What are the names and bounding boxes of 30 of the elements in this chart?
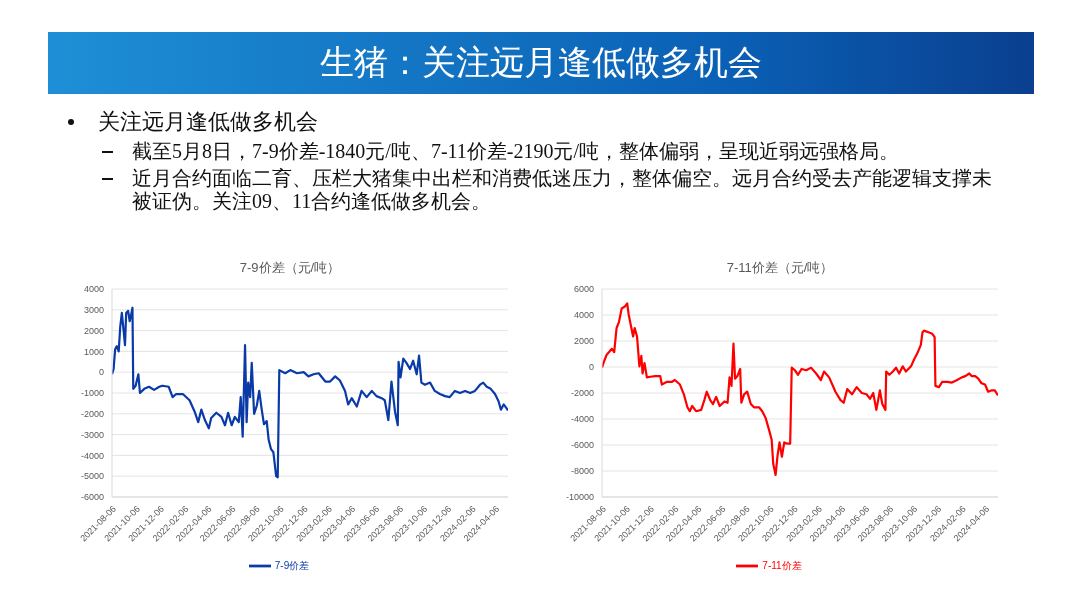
- y-tick-label: -5000: [80, 471, 104, 482]
- line-series: [112, 306, 508, 479]
- chart-title: 7-11价差（元/吨）: [725, 259, 835, 277]
- y-tick-label: -8000: [570, 466, 594, 477]
- text: 生猪：关注远月逢低做多机会: [320, 42, 762, 83]
- y-tick-label: -10000: [565, 492, 594, 503]
- y-tick-label: -6000: [80, 492, 104, 503]
- y-tick-label: 0: [98, 367, 104, 378]
- y-tick-label: 3000: [83, 304, 104, 315]
- y-tick-label: 4000: [573, 310, 594, 321]
- legend-label: 7-11价差: [762, 559, 802, 571]
- chart-title: 7-9价差（元/吨）: [238, 259, 342, 277]
- y-tick-label: 2000: [83, 325, 104, 336]
- legend-label: 7-9价差: [274, 559, 310, 571]
- text: 关注远月逢低做多机会: [98, 108, 318, 136]
- y-tick-label: -2000: [570, 388, 594, 399]
- y-tick-label: 4000: [83, 284, 104, 295]
- line-series: [602, 302, 998, 476]
- y-tick-label: -3000: [80, 429, 104, 440]
- y-tick-label: -4000: [570, 414, 594, 425]
- y-tick-label: 1000: [83, 346, 104, 357]
- y-tick-label: 0: [588, 362, 594, 373]
- y-tick-label: 6000: [573, 284, 594, 295]
- y-tick-label: -1000: [80, 388, 104, 399]
- y-tick-label: -4000: [80, 450, 104, 461]
- y-tick-label: -6000: [570, 440, 594, 451]
- y-tick-label: -2000: [80, 408, 104, 419]
- text: 截至5月8日，7-9价差-1840元/吨、7-11价差-2190元/吨，整体偏弱，呈现近弱远强格局。: [132, 140, 900, 163]
- y-tick-label: 2000: [573, 336, 594, 347]
- text: 近月合约面临二育、压栏大猪集中出栏和消费低迷压力，整体偏空。远月合约受去产能逻辑支撑未被证伪。关注09、11合约逢低做多机会。: [132, 167, 993, 213]
